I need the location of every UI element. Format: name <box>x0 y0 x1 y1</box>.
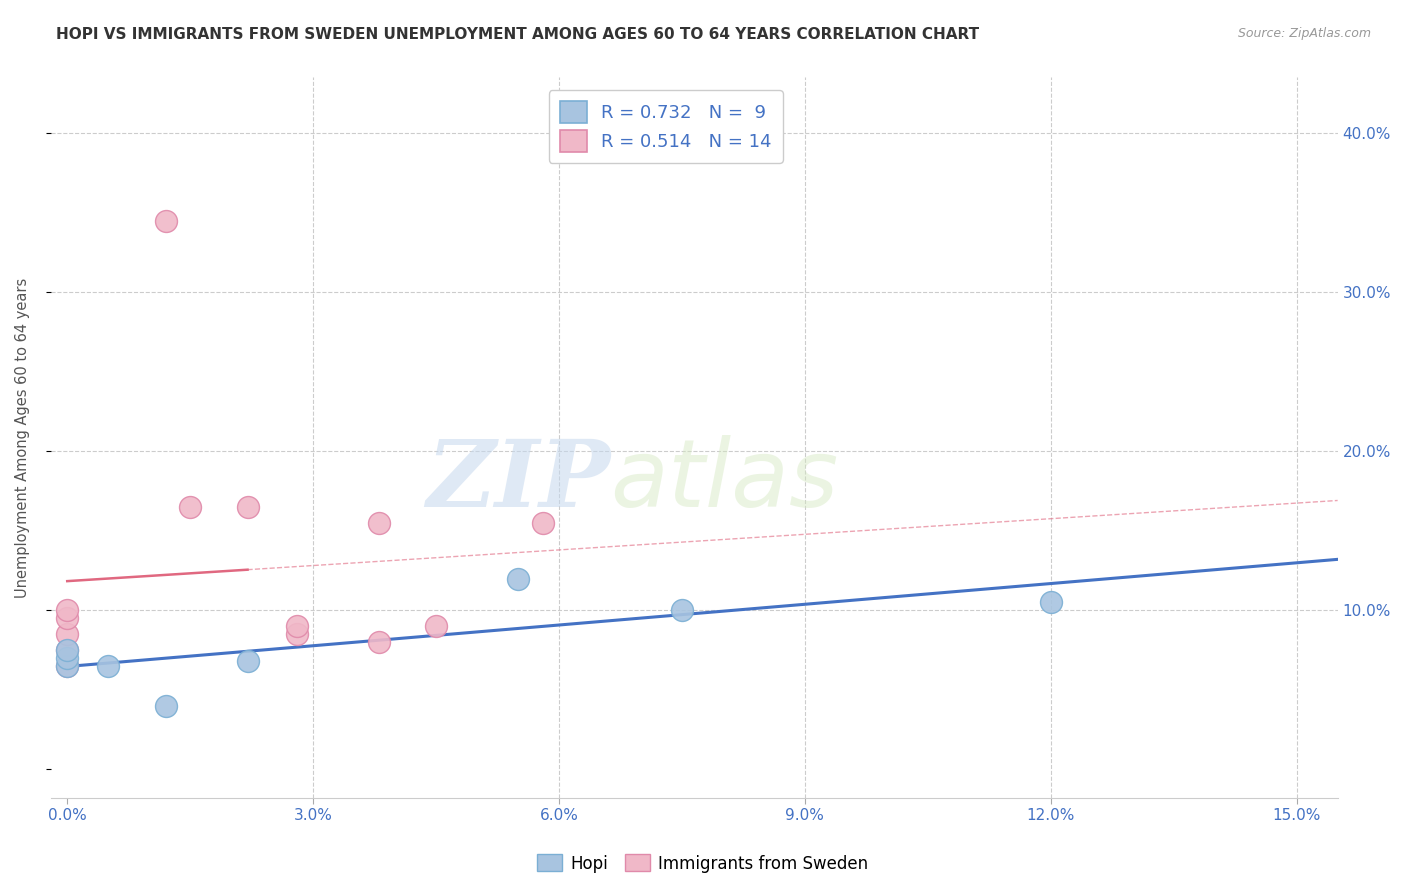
Text: HOPI VS IMMIGRANTS FROM SWEDEN UNEMPLOYMENT AMONG AGES 60 TO 64 YEARS CORRELATIO: HOPI VS IMMIGRANTS FROM SWEDEN UNEMPLOYM… <box>56 27 980 42</box>
Point <box>56 611 79 625</box>
Point <box>671 603 693 617</box>
Point <box>236 500 259 514</box>
Point <box>236 654 259 668</box>
Point <box>56 643 79 657</box>
Point <box>425 619 447 633</box>
Point <box>155 213 177 227</box>
Point <box>56 627 79 641</box>
Point <box>506 572 529 586</box>
Y-axis label: Unemployment Among Ages 60 to 64 years: Unemployment Among Ages 60 to 64 years <box>15 277 30 598</box>
Point <box>155 698 177 713</box>
Point <box>285 627 308 641</box>
Text: Source: ZipAtlas.com: Source: ZipAtlas.com <box>1237 27 1371 40</box>
Text: atlas: atlas <box>610 435 839 526</box>
Point <box>367 516 389 530</box>
Point <box>56 659 79 673</box>
Legend: Hopi, Immigrants from Sweden: Hopi, Immigrants from Sweden <box>530 847 876 880</box>
Point <box>285 619 308 633</box>
Point <box>1039 595 1062 609</box>
Point <box>179 500 201 514</box>
Point <box>531 516 554 530</box>
Point <box>367 635 389 649</box>
Point <box>56 651 79 665</box>
Text: ZIP: ZIP <box>426 436 610 526</box>
Point <box>56 603 79 617</box>
Point <box>97 659 120 673</box>
Legend: R = 0.732   N =  9, R = 0.514   N = 14: R = 0.732 N = 9, R = 0.514 N = 14 <box>548 90 783 163</box>
Point <box>56 643 79 657</box>
Point <box>56 659 79 673</box>
